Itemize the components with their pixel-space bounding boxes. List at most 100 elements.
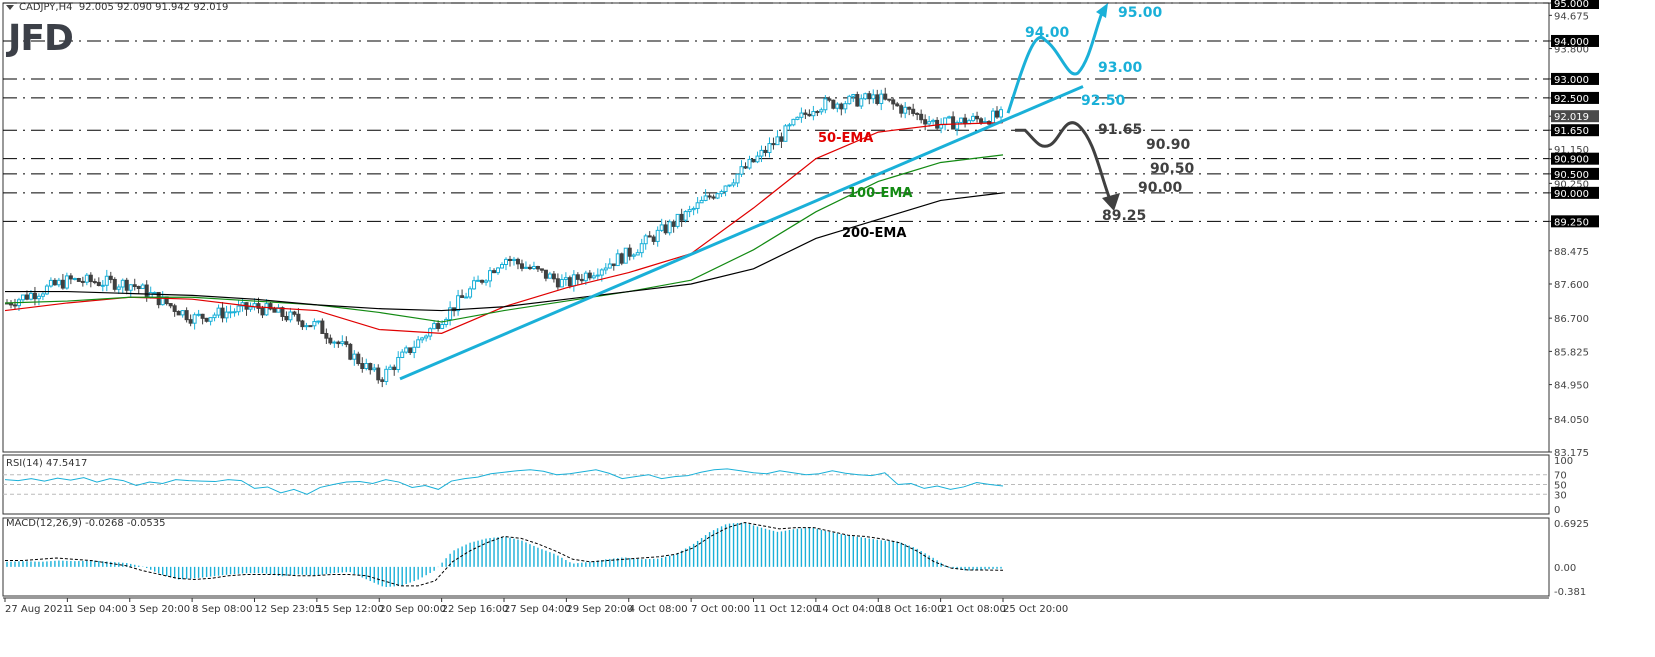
y-tick-label: 93.800 (1554, 45, 1589, 56)
candle-body (567, 277, 572, 287)
candle-body (959, 117, 964, 123)
candle-body (328, 337, 333, 344)
candle-body (947, 116, 952, 119)
macd-label: MACD(12,26,9) -0.0268 -0.0535 (6, 518, 166, 529)
candle-body (515, 258, 520, 265)
candle-body (647, 235, 652, 238)
candle-body (751, 158, 756, 163)
candle-body (280, 307, 285, 317)
candle-body (256, 303, 261, 309)
candle-body (899, 105, 904, 114)
candle-body (496, 267, 501, 274)
candle-body (288, 311, 293, 321)
candle-body (983, 121, 988, 124)
candle-body (783, 125, 788, 142)
candle-body (444, 318, 449, 326)
x-tick-label: 21 Oct 08:00 (941, 604, 1006, 615)
candle-body (308, 325, 313, 328)
x-tick-label: 1 Sep 04:00 (67, 604, 127, 615)
candle-body (811, 111, 816, 117)
candle-body (587, 272, 592, 279)
candle-body (116, 286, 121, 290)
candle-body (711, 196, 716, 199)
price-label-box (1551, 0, 1599, 9)
candle-body (436, 323, 441, 329)
candle-body (20, 294, 25, 301)
price-label-box (1551, 72, 1599, 85)
candle-body (551, 273, 556, 280)
chart-annotation: 200-EMA (842, 226, 906, 241)
candle-body (779, 136, 784, 142)
candle-body (380, 379, 385, 382)
candle-body (460, 295, 465, 298)
candle-body (919, 113, 924, 121)
candle-body (392, 366, 397, 371)
candle-body (503, 258, 508, 266)
candle-body (408, 347, 413, 354)
candle-body (971, 115, 976, 122)
candle-body (523, 266, 528, 269)
candle-body (420, 337, 425, 341)
candle-body (759, 149, 764, 157)
dropdown-triangle-icon[interactable] (6, 4, 14, 10)
bullish-arrow-icon (1096, 3, 1108, 18)
candle-body (476, 279, 481, 282)
candle-body (464, 296, 469, 299)
candle-body (795, 116, 800, 120)
candle-body (32, 292, 37, 300)
candle-body (907, 106, 912, 110)
candle-body (68, 275, 73, 280)
candle-body (531, 265, 536, 270)
candle-body (619, 253, 624, 264)
candle-body (488, 270, 493, 282)
candle-body (204, 317, 209, 322)
candle-body (132, 284, 137, 287)
candle-body (683, 211, 688, 221)
candle-body (999, 109, 1004, 118)
candle-body (703, 195, 708, 201)
candle-body (64, 275, 69, 289)
candle-body (931, 119, 936, 123)
candle-body (84, 274, 89, 283)
candle-body (492, 270, 497, 274)
chart-annotation: 90.90 (1146, 137, 1191, 153)
candle-body (188, 319, 193, 324)
x-tick-label: 14 Oct 04:00 (816, 604, 881, 615)
price-label: 91.650 (1554, 126, 1589, 137)
candle-body (324, 332, 329, 339)
candle-body (212, 314, 217, 319)
rsi-line (4, 468, 1004, 495)
candle-body (236, 305, 241, 313)
candle-body (511, 258, 516, 261)
candle-body (332, 341, 337, 344)
candle-body (112, 278, 117, 290)
uptrend-line[interactable] (399, 85, 1084, 381)
candle-body (136, 285, 141, 290)
candle-body (543, 269, 548, 279)
candle-body (631, 254, 636, 257)
candle-body (635, 252, 640, 256)
candle-body (963, 117, 968, 125)
candle-body (659, 224, 664, 231)
candle-body (148, 292, 153, 298)
candle-body (232, 311, 237, 314)
chart-annotation: 92.50 (1081, 93, 1126, 109)
candle-body (108, 275, 113, 280)
rsi-y-label: 50 (1554, 481, 1567, 492)
y-tick-label: 94.675 (1554, 11, 1589, 22)
candle-body (388, 366, 393, 370)
candle-body (903, 106, 908, 114)
candle-body (663, 224, 668, 234)
candle-body (92, 281, 97, 284)
candle-body (184, 310, 189, 321)
candle-body (144, 284, 149, 298)
candle-body (344, 341, 349, 345)
candle-body (472, 280, 477, 290)
candle-body (424, 335, 429, 339)
candle-body (823, 98, 828, 111)
candle-body (52, 279, 57, 286)
candle-body (851, 94, 856, 97)
candle-body (859, 98, 864, 107)
